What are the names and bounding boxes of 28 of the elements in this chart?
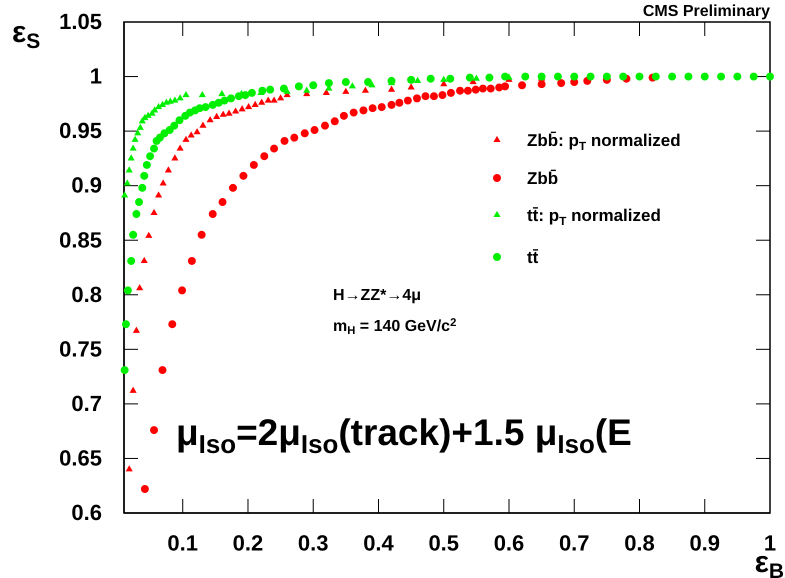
x-tick-label: 0.7 (558, 530, 590, 556)
y-tick-label: 0.85 (59, 227, 102, 252)
y-tick-label: 0.95 (59, 118, 102, 144)
y-axis-title: ε$_{S}$ (12, 16, 40, 54)
annotation: m$_{H}$ = 140 GeV/c$^{2}$ (333, 317, 456, 338)
x-tick-label: 0.9 (689, 530, 720, 556)
y-tick-label: 1 (90, 64, 102, 89)
y-tick-label: 0.65 (59, 445, 102, 470)
x-tick-label: 0.2 (232, 530, 264, 556)
y-tick-label: 0.7 (71, 390, 102, 416)
y-tick-label: 1.05 (59, 9, 102, 34)
legend-label: Zbb̄ (527, 169, 558, 188)
legend-label: tt̄ (527, 248, 539, 267)
y-tick-label: 0.8 (71, 282, 102, 307)
text: CMS Preliminary (642, 3, 770, 20)
x-tick-label: 0.6 (494, 530, 524, 556)
annotation: H→ZZ*→4μ (333, 287, 422, 304)
x-tick-label: 0.8 (624, 530, 655, 556)
annotation: μ$_{Iso}$=2μ$_{Iso}$(track)+1.5 μ$_{Iso}$(E (176, 412, 632, 459)
x-tick-label: 0.1 (167, 530, 198, 556)
legend-label: tt̄: p$_{T}$ normalized (527, 206, 661, 228)
y-tick-label: 0.9 (71, 172, 102, 198)
x-tick-label: 0.4 (363, 530, 395, 556)
y-tick-label: 0.75 (59, 336, 102, 362)
legend-label: Zbb̄: p$_{T}$ normalized (527, 131, 681, 153)
x-tick-label: 0.3 (298, 530, 329, 556)
y-tick-label: 0.6 (71, 500, 102, 526)
x-tick-label: 0.5 (428, 530, 460, 556)
